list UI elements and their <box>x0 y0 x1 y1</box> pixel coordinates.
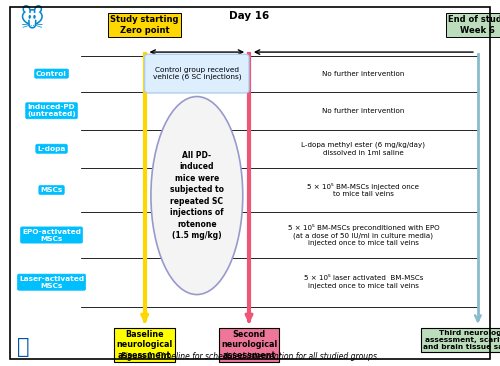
Text: All PD-
induced
mice were
subjected to
repeated SC
injections of
rotenone
(1.5 m: All PD- induced mice were subjected to r… <box>170 151 224 240</box>
Text: EPO-activated
MSCs: EPO-activated MSCs <box>22 228 81 242</box>
Text: Second
neurological
assessment: Second neurological assessment <box>221 330 277 360</box>
Text: MSCs: MSCs <box>40 187 62 193</box>
Ellipse shape <box>151 97 243 295</box>
Text: L-dopa: L-dopa <box>38 146 66 152</box>
Text: Baseline
neurological
assessment: Baseline neurological assessment <box>116 330 173 360</box>
Text: Figure 1. Timeline for scheduled intervention for all studied groups.: Figure 1. Timeline for scheduled interve… <box>121 352 379 361</box>
Text: Induced-PD
(untreated): Induced-PD (untreated) <box>27 104 76 117</box>
Text: No further intervention: No further intervention <box>322 108 404 114</box>
Text: 🐭: 🐭 <box>20 8 44 32</box>
Text: End of study
Week 6: End of study Week 6 <box>448 15 500 35</box>
Text: Laser-activated
MSCs: Laser-activated MSCs <box>19 276 84 289</box>
Text: Third neurological
assessment, scarification
and brain tissue sampling: Third neurological assessment, scarifica… <box>424 330 500 350</box>
Text: Study starting
Zero point: Study starting Zero point <box>110 15 179 35</box>
Text: 5 × 10⁵ BM-MSCs preconditioned with EPO
(at a dose of 50 IU/ml in culture media): 5 × 10⁵ BM-MSCs preconditioned with EPO … <box>288 224 439 246</box>
Text: Control: Control <box>36 71 67 76</box>
Text: L-dopa methyl ester (6 mg/kg/day)
dissolved in 1ml saline: L-dopa methyl ester (6 mg/kg/day) dissol… <box>302 142 426 156</box>
Text: 5 × 10⁵ laser activated  BM-MSCs
injected once to mice tail veins: 5 × 10⁵ laser activated BM-MSCs injected… <box>304 276 423 289</box>
Text: 🧠: 🧠 <box>18 337 30 357</box>
Text: No further intervention: No further intervention <box>322 71 404 76</box>
Text: Control group received
vehicle (6 SC injections): Control group received vehicle (6 SC inj… <box>152 67 241 81</box>
Text: 5 × 10⁵ BM-MSCs injected once
to mice tail veins: 5 × 10⁵ BM-MSCs injected once to mice ta… <box>308 183 420 197</box>
Text: Day 16: Day 16 <box>229 11 269 21</box>
FancyBboxPatch shape <box>144 54 249 93</box>
